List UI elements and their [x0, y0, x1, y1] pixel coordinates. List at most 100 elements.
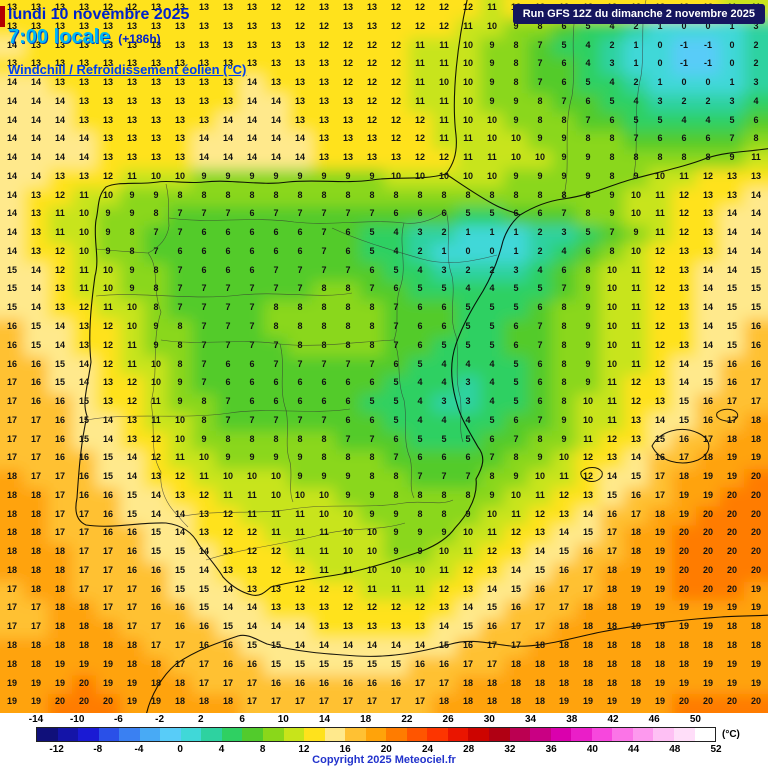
- temp-value: 20: [702, 564, 713, 575]
- temp-value: 18: [582, 602, 593, 613]
- temp-value: 11: [439, 39, 449, 50]
- temp-value: 15: [174, 583, 185, 594]
- temp-value: 13: [78, 321, 89, 331]
- temp-value: 11: [271, 508, 281, 519]
- temp-value: 14: [294, 639, 305, 650]
- temp-value: 7: [201, 358, 207, 369]
- temp-value: 17: [414, 677, 425, 688]
- temp-value: 9: [153, 189, 159, 200]
- temp-value: 16: [30, 377, 41, 388]
- temp-value: 7: [249, 321, 255, 331]
- temp-value: 4: [465, 414, 471, 425]
- scale-tick: 46: [648, 714, 660, 725]
- temp-value: 8: [369, 452, 375, 463]
- temp-value: 13: [534, 527, 545, 538]
- temp-value: 13: [462, 583, 473, 594]
- temp-value: 2: [633, 77, 639, 88]
- temp-value: 14: [606, 471, 617, 482]
- temp-value: 15: [750, 302, 761, 313]
- temp-value: 6: [585, 95, 591, 106]
- scale-tick: 42: [607, 714, 619, 725]
- temp-value: 7: [273, 339, 279, 350]
- temp-value: 10: [534, 152, 545, 163]
- temp-value: 13: [342, 114, 353, 125]
- temp-value: 11: [127, 358, 137, 369]
- temp-value: 13: [150, 95, 161, 106]
- temp-value: 7: [393, 452, 399, 463]
- temp-value: 8: [441, 489, 447, 500]
- temp-value: 11: [463, 152, 473, 163]
- temp-value: 18: [630, 639, 641, 650]
- temp-value: 5: [369, 245, 375, 256]
- temp-value: 11: [127, 339, 137, 350]
- scale-color-segment: [427, 728, 448, 741]
- temp-value: 13: [174, 20, 185, 31]
- temp-value: 1: [441, 245, 447, 256]
- temp-value: 20: [750, 696, 761, 707]
- temp-value: 7: [225, 283, 231, 294]
- temp-value: 18: [150, 677, 161, 688]
- temp-value: 18: [54, 621, 65, 632]
- temp-value: 8: [321, 283, 327, 294]
- forecast-map[interactable]: 13 13 13 13 12 12 13 13 13 13 13 12 12 13 13 13 12 12 12 12…: [0, 0, 768, 713]
- temp-value: 5: [585, 20, 591, 31]
- scale-color-segment: [406, 728, 428, 741]
- temp-value: 15: [630, 471, 641, 482]
- temp-value: 12: [342, 583, 353, 594]
- temp-value: 8: [321, 452, 327, 463]
- temp-value: 13: [102, 152, 113, 163]
- temp-value: 7: [369, 208, 375, 219]
- temp-value: 13: [222, 39, 233, 50]
- temp-value: 12: [702, 170, 713, 181]
- temp-value: 9: [441, 527, 447, 538]
- temp-value: 17: [678, 452, 689, 463]
- temp-value: 17: [126, 583, 137, 594]
- temp-value: 18: [510, 677, 521, 688]
- temp-value: 7: [537, 321, 543, 331]
- temp-value: 9: [633, 227, 639, 238]
- temp-value: 13: [198, 77, 209, 88]
- temp-value: 13: [246, 583, 257, 594]
- temp-value: -1: [679, 58, 688, 69]
- temp-value: 5: [489, 339, 495, 350]
- temp-value: 7: [561, 208, 567, 219]
- temp-value: 13: [702, 245, 713, 256]
- temp-value: 9: [561, 414, 567, 425]
- temp-value: 10: [486, 114, 497, 125]
- temp-value: 4: [441, 358, 447, 369]
- temp-value: 14: [318, 639, 329, 650]
- scale-color-segment: [345, 728, 366, 741]
- scale-tick: 32: [504, 744, 516, 755]
- temp-value: 11: [631, 264, 641, 275]
- temp-value: 10: [510, 133, 521, 144]
- temp-value: 14: [726, 264, 737, 275]
- temp-value: 5: [513, 396, 519, 406]
- temp-value: 7: [273, 264, 279, 275]
- temp-value: 6: [513, 321, 519, 331]
- temp-value: 19: [750, 658, 761, 669]
- temp-value: 6: [249, 208, 255, 219]
- temp-value: 14: [6, 245, 17, 256]
- temp-value: 9: [513, 170, 519, 181]
- temp-value: 10: [174, 433, 185, 444]
- temp-value: 4: [417, 396, 423, 406]
- temp-value: 14: [174, 527, 185, 538]
- temp-value: 10: [174, 170, 185, 181]
- temp-value: 13: [30, 208, 41, 219]
- temp-value: 18: [582, 621, 593, 632]
- temp-value: 8: [201, 189, 207, 200]
- temp-value: 13: [78, 58, 89, 69]
- temp-value: 13: [78, 20, 89, 31]
- temp-value: 13: [126, 433, 137, 444]
- temp-value: 2: [753, 58, 759, 69]
- temp-value: 13: [414, 621, 425, 632]
- temp-value: 6: [561, 20, 567, 31]
- temp-value: 10: [246, 471, 257, 482]
- temp-value: 20: [54, 696, 65, 707]
- temp-value: 17: [582, 564, 593, 575]
- temp-value: 14: [630, 452, 641, 463]
- temp-value: 12: [654, 321, 665, 331]
- temp-value: 8: [537, 95, 543, 106]
- temp-value: 5: [393, 414, 399, 425]
- temp-value: 19: [750, 583, 761, 594]
